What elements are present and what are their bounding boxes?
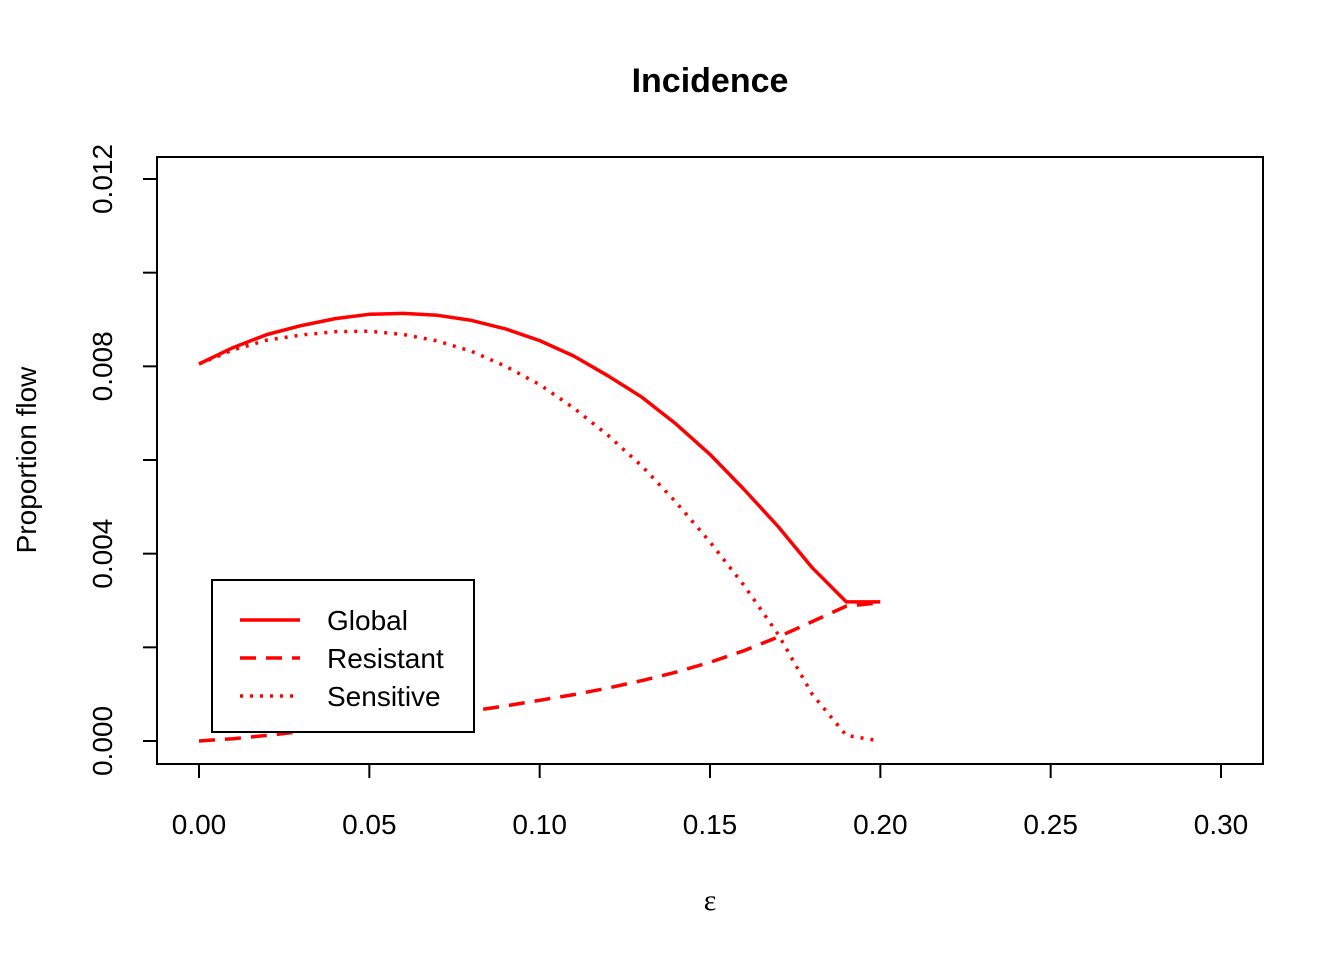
x-tick-label: 0.05 xyxy=(342,809,397,840)
x-tick-label: 0.00 xyxy=(172,809,227,840)
y-tick-label: 0.012 xyxy=(87,144,118,214)
x-axis: 0.00 0.05 0.10 0.15 0.20 0.25 0.30 xyxy=(172,763,1249,840)
legend-label-resistant: Resistant xyxy=(327,643,444,674)
legend-label-sensitive: Sensitive xyxy=(327,681,441,712)
chart-title: Incidence xyxy=(632,62,789,100)
x-tick-label: 0.10 xyxy=(512,809,567,840)
x-tick-label: 0.15 xyxy=(683,809,738,840)
y-axis: 0.000 0.004 0.008 0.012 xyxy=(87,144,158,776)
y-tick-label: 0.008 xyxy=(87,331,118,401)
x-tick-label: 0.20 xyxy=(853,809,908,840)
y-tick-label: 0.000 xyxy=(87,706,118,776)
y-axis-label: Proportion flow xyxy=(11,366,42,554)
legend-box xyxy=(211,579,475,733)
x-axis-label: ε xyxy=(704,884,717,917)
x-tick-label: 0.25 xyxy=(1023,809,1078,840)
y-tick-label: 0.004 xyxy=(87,519,118,589)
series-line-global xyxy=(198,311,881,604)
x-tick-label: 0.30 xyxy=(1194,809,1249,840)
legend-label-global: Global xyxy=(327,605,408,636)
legend: Global Resistant Sensitive xyxy=(211,579,475,733)
